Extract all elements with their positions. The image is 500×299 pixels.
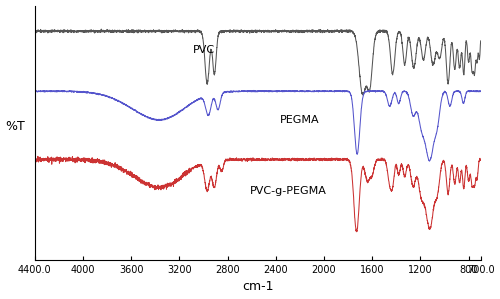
Y-axis label: %T: %T <box>6 120 25 133</box>
Text: PVC-g-PEGMA: PVC-g-PEGMA <box>250 186 326 196</box>
Text: PVC: PVC <box>192 45 214 55</box>
X-axis label: cm-1: cm-1 <box>242 280 274 293</box>
Text: PEGMA: PEGMA <box>280 115 320 125</box>
